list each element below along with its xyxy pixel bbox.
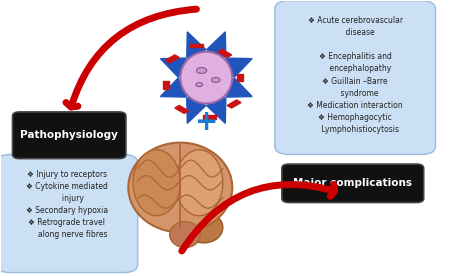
Bar: [203, 115, 217, 119]
Text: +: +: [195, 108, 218, 136]
Text: Pathophysiology: Pathophysiology: [20, 130, 118, 140]
Bar: [237, 74, 243, 81]
Polygon shape: [226, 78, 252, 97]
Bar: [165, 55, 179, 63]
Circle shape: [211, 78, 220, 83]
Bar: [190, 44, 203, 47]
Text: ❖ Injury to receptors
❖ Cytokine mediated
     injury
❖ Secondary hypoxia
❖ Retr: ❖ Injury to receptors ❖ Cytokine mediate…: [26, 169, 108, 239]
Polygon shape: [160, 78, 186, 97]
Polygon shape: [207, 98, 226, 123]
Polygon shape: [187, 98, 206, 123]
FancyBboxPatch shape: [282, 164, 424, 203]
Bar: [218, 49, 232, 57]
Bar: [175, 105, 189, 113]
Ellipse shape: [185, 212, 223, 243]
Circle shape: [196, 83, 202, 87]
Text: Major complications: Major complications: [293, 178, 412, 188]
Polygon shape: [226, 58, 252, 77]
Ellipse shape: [175, 150, 223, 216]
Bar: [227, 100, 241, 108]
Ellipse shape: [128, 143, 232, 232]
Polygon shape: [160, 58, 186, 77]
Ellipse shape: [180, 52, 232, 104]
FancyBboxPatch shape: [0, 155, 138, 273]
Bar: [163, 81, 169, 89]
FancyBboxPatch shape: [275, 1, 436, 155]
Polygon shape: [207, 32, 226, 58]
Text: ❖ Acute cerebrovascular
    disease

❖ Encephalitis and
    encephalopathy
❖ Gui: ❖ Acute cerebrovascular disease ❖ Enceph…: [307, 16, 403, 134]
Ellipse shape: [133, 150, 180, 216]
Ellipse shape: [170, 222, 201, 248]
Polygon shape: [187, 32, 206, 58]
Circle shape: [196, 68, 207, 73]
FancyBboxPatch shape: [12, 112, 126, 159]
